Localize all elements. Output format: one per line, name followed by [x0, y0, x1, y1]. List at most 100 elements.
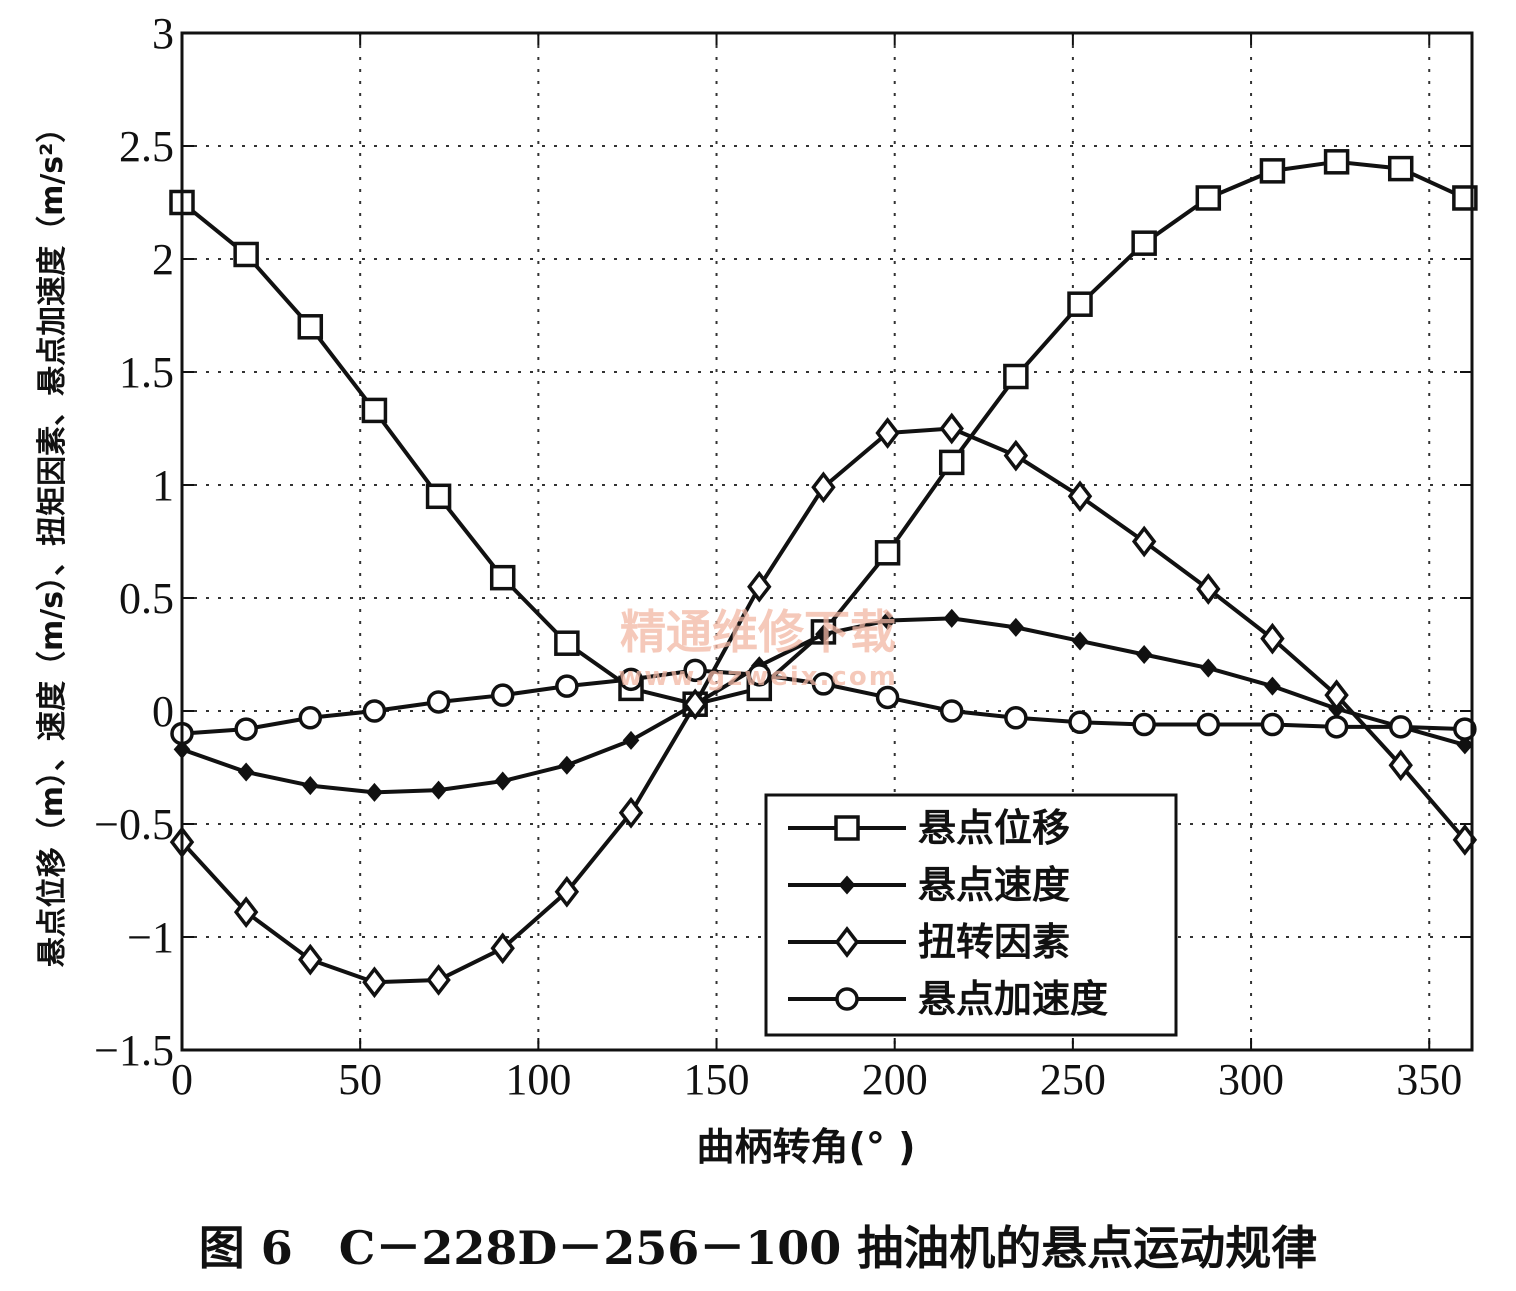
data-point	[1452, 185, 1478, 211]
data-point	[233, 896, 259, 929]
legend-label: 扭转因素	[918, 920, 1070, 964]
data-point	[811, 471, 836, 504]
data-point	[1324, 715, 1349, 739]
data-point	[1323, 149, 1350, 175]
data-point	[426, 690, 451, 714]
x-tick-label: 350	[1396, 1055, 1462, 1104]
series-1	[169, 149, 1478, 717]
data-point	[430, 780, 447, 800]
grid	[182, 33, 1472, 1050]
legend-marker	[835, 987, 859, 1011]
legend-entry: 悬点位移	[788, 806, 1070, 850]
x-tick-label: 300	[1218, 1055, 1284, 1104]
data-point	[361, 397, 388, 424]
legend-label: 悬点加速度	[918, 977, 1108, 1021]
legend-label: 悬点速度	[918, 863, 1070, 907]
y-tick-label: 3	[152, 9, 174, 58]
x-tick-label: 250	[1040, 1055, 1106, 1104]
data-point	[1387, 155, 1414, 182]
data-point	[1067, 291, 1093, 317]
data-point	[489, 564, 516, 591]
axis-ticks: 0 50 100 150 200 250 300 350 −1.5 −1 −0.5 0 0.5 1 1.5 2…	[94, 9, 1472, 1104]
legend-entry: 扭转因素	[788, 920, 1070, 964]
data-point	[233, 241, 259, 268]
data-point	[1195, 185, 1222, 211]
data-point	[938, 449, 965, 476]
data-point	[362, 699, 387, 723]
legend-entry: 悬点加速度	[788, 977, 1108, 1021]
data-point	[618, 796, 644, 829]
x-tick-label: 100	[505, 1055, 571, 1104]
y-tick-label: 1	[152, 461, 174, 510]
data-point	[554, 630, 580, 656]
data-point	[555, 674, 579, 698]
data-point	[490, 683, 515, 707]
data-point	[811, 672, 836, 696]
x-axis-label: 曲柄转角(° )	[697, 1125, 916, 1169]
y-tick-label: 2	[152, 235, 174, 284]
data-point	[1132, 712, 1156, 737]
plot-frame	[180, 31, 1474, 1052]
data-point	[1453, 717, 1477, 741]
data-point	[1388, 715, 1413, 739]
data-point	[1003, 363, 1029, 390]
data-point	[237, 762, 255, 782]
data-point	[1131, 230, 1157, 256]
data-point	[1199, 658, 1217, 678]
data-point	[1007, 617, 1025, 637]
y-tick-label: −0.5	[94, 800, 174, 849]
data-point	[1259, 158, 1286, 184]
data-point	[1067, 480, 1093, 513]
data-point	[875, 685, 900, 710]
data-point	[622, 730, 640, 750]
data-point	[1003, 439, 1029, 472]
data-point	[1068, 710, 1092, 735]
data-point	[682, 688, 708, 721]
legend-marker	[838, 875, 856, 895]
series-group	[169, 149, 1478, 999]
data-point	[494, 771, 512, 791]
y-tick-label: 0	[152, 687, 174, 736]
watermark-url: www.gzweix.com	[618, 662, 898, 692]
watermark-text: 精通维修下载	[620, 605, 896, 659]
data-point	[1388, 749, 1413, 782]
data-point	[426, 964, 451, 996]
data-point	[1004, 706, 1028, 730]
data-point	[298, 943, 323, 976]
watermark: 精通维修下载 www.gzweix.com	[618, 605, 898, 692]
series-3	[169, 412, 1478, 999]
data-point	[301, 776, 319, 796]
figure-caption: 图 6 C－228D－256－100 抽油机的悬点运动规律	[198, 1221, 1318, 1275]
data-point	[619, 667, 643, 692]
data-point	[1196, 712, 1221, 737]
data-point	[554, 875, 580, 908]
x-tick-label: 200	[862, 1055, 928, 1104]
data-point	[1456, 735, 1474, 755]
data-point	[875, 417, 900, 449]
data-point	[1131, 525, 1157, 558]
x-tick-label: 0	[171, 1055, 193, 1104]
y-tick-label: 1.5	[119, 348, 174, 397]
data-point	[1135, 644, 1153, 665]
data-point	[490, 932, 515, 965]
data-point	[366, 782, 383, 802]
x-tick-label: 50	[338, 1055, 382, 1104]
data-point	[1260, 622, 1285, 655]
legend-entry: 悬点速度	[788, 863, 1070, 907]
data-point	[297, 314, 324, 340]
data-point	[362, 966, 387, 999]
data-point	[1324, 679, 1349, 712]
data-point	[425, 483, 452, 510]
data-point	[815, 624, 832, 644]
series-4	[170, 658, 1477, 746]
y-tick-label: −1.5	[94, 1026, 174, 1075]
data-point	[558, 755, 576, 775]
data-point	[939, 412, 964, 445]
data-point	[943, 608, 961, 628]
data-point	[1260, 712, 1285, 737]
y-tick-label: 0.5	[119, 574, 174, 623]
data-point	[298, 706, 323, 730]
data-point	[1071, 631, 1089, 651]
